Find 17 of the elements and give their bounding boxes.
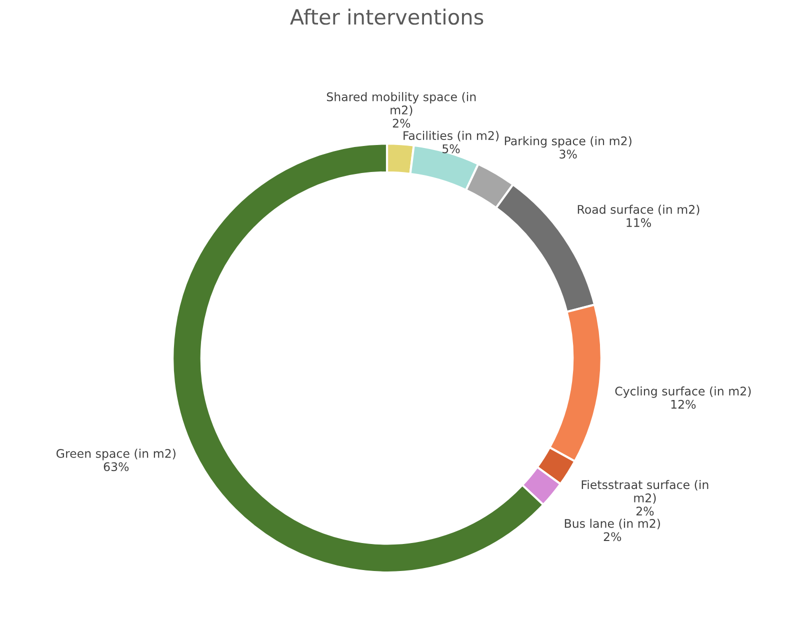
data-label: 2% (604, 532, 622, 542)
slice-label: Shared mobility space (in m2) (326, 92, 476, 116)
slice-label: Green space (in m2) (56, 448, 176, 460)
data-label: 5% (442, 144, 460, 154)
data-label: 63% (104, 462, 129, 472)
data-label: 12% (671, 400, 696, 409)
data-label: 3% (560, 150, 577, 159)
slice-label: Cycling surface (in m2) (615, 386, 751, 398)
slice-label: Parking space (in m2) (504, 136, 632, 148)
slice-label: Bus lane (in m2) (564, 518, 660, 530)
slice-label: Road surface (in m2) (578, 204, 700, 216)
slice-label: Facilities (in m2) (404, 130, 499, 142)
chart-title: After interventions (290, 8, 484, 25)
slice-label: Fietsstraat surface (in m2) (582, 480, 708, 504)
data-label: 2% (392, 118, 410, 128)
data-label: 2% (636, 506, 654, 516)
data-label: 11% (626, 218, 651, 228)
